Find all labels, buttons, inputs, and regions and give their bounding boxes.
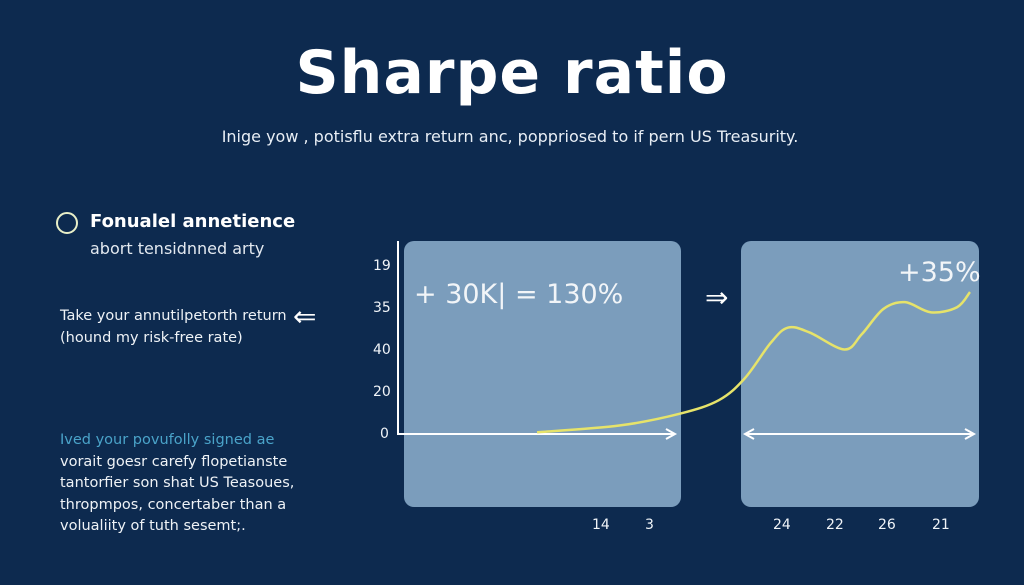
paragraph-line: thropmpos, concertaber than a: [60, 497, 287, 513]
x-tick-label: 3: [645, 517, 654, 533]
y-tick-label: 20: [373, 384, 391, 400]
x-tick-label: 21: [932, 517, 950, 533]
circle-bullet-icon: [56, 212, 78, 234]
right-chart-panel: [741, 241, 979, 507]
peak-annotation: +35%: [898, 257, 981, 288]
section-heading: Fonualel annetience: [90, 211, 296, 232]
paragraph-line: tantorfier son shat US Teasoues,: [60, 475, 295, 491]
x-tick-label: 26: [878, 517, 896, 533]
x-tick-label: 24: [773, 517, 791, 533]
x-axis-arrowheads: [742, 428, 977, 440]
left-chart-panel: [404, 241, 681, 507]
double-right-arrow-icon: ⇒: [705, 281, 729, 314]
x-axis-arrowhead: [665, 428, 678, 440]
paragraph-line: vorait goesr carefy flopetianste: [60, 454, 288, 470]
y-tick-label: 35: [373, 300, 391, 316]
section-subheading: abort tensidnned arty: [90, 239, 265, 258]
x-tick-label: 14: [592, 517, 610, 533]
x-tick-label: 22: [826, 517, 844, 533]
double-left-arrow-icon: ⇐: [293, 300, 317, 333]
return-text-line2: (hound my risk-free rate): [60, 330, 243, 346]
subtitle: Inige yow , potisflu extra return anc, p…: [221, 127, 799, 146]
series-line-return: [536, 291, 972, 434]
y-tick-label: 40: [373, 342, 391, 358]
page-title: Sharpe ratio: [295, 38, 729, 108]
paragraph-line: volualiity of tuth sesemt;.: [60, 518, 246, 534]
highlight-text: Ived your povufolly signed ae: [60, 432, 275, 448]
return-text-line1: Take your annutilpetorth return: [60, 308, 287, 324]
y-tick-label: 19: [373, 258, 391, 274]
formula-annotation: + 30K| = 130%: [414, 279, 624, 310]
y-tick-label: 0: [380, 426, 389, 442]
